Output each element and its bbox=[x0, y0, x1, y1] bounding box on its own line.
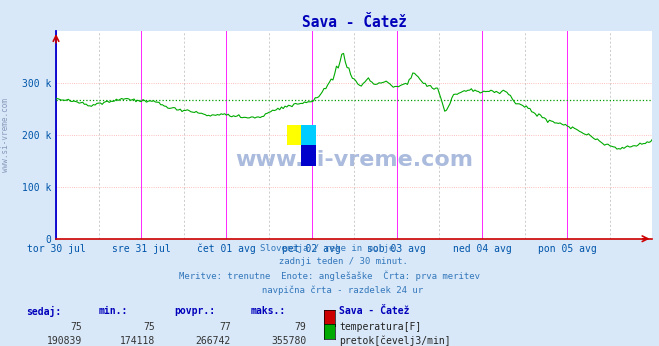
Text: temperatura[F]: temperatura[F] bbox=[339, 322, 422, 333]
Text: 190839: 190839 bbox=[47, 336, 82, 346]
Text: www.si-vreme.com: www.si-vreme.com bbox=[235, 150, 473, 170]
Text: sedaj:: sedaj: bbox=[26, 306, 61, 317]
Bar bbox=[287, 125, 302, 145]
Text: 355780: 355780 bbox=[272, 336, 306, 346]
Text: povpr.:: povpr.: bbox=[175, 306, 215, 316]
Text: Sava - Čatež: Sava - Čatež bbox=[339, 306, 410, 316]
Text: 266742: 266742 bbox=[196, 336, 231, 346]
Text: 75: 75 bbox=[143, 322, 155, 333]
Text: www.si-vreme.com: www.si-vreme.com bbox=[1, 98, 10, 172]
Bar bbox=[302, 125, 316, 145]
Bar bbox=[302, 145, 316, 166]
Text: Slovenija / reke in morje.
     zadnji teden / 30 minut.
Meritve: trenutne  Enot: Slovenija / reke in morje. zadnji teden … bbox=[179, 244, 480, 294]
Title: Sava - Čatež: Sava - Čatež bbox=[302, 15, 407, 30]
Text: pretok[čevelj3/min]: pretok[čevelj3/min] bbox=[339, 336, 451, 346]
Text: 77: 77 bbox=[219, 322, 231, 333]
Text: min.:: min.: bbox=[99, 306, 129, 316]
Text: 174118: 174118 bbox=[120, 336, 155, 346]
Text: 75: 75 bbox=[71, 322, 82, 333]
Text: maks.:: maks.: bbox=[250, 306, 285, 316]
Text: 79: 79 bbox=[295, 322, 306, 333]
